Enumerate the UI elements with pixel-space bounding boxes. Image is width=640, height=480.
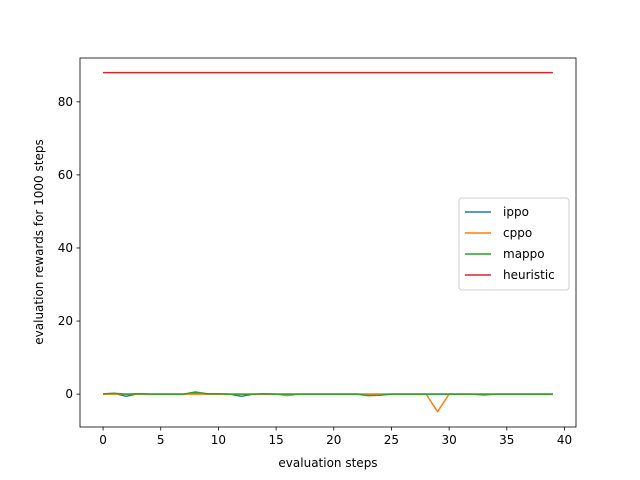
axes-frame (79, 57, 577, 428)
legend-label-heuristic: heuristic (503, 268, 555, 282)
x-tick-label: 0 (99, 433, 107, 447)
x-tick-label: 35 (499, 433, 514, 447)
legend-box (458, 197, 570, 291)
y-tick-label: 40 (58, 241, 73, 255)
x-tick-label: 10 (211, 433, 226, 447)
x-tick-label: 15 (268, 433, 283, 447)
series-line-mappo (103, 391, 553, 397)
plot-area: 0 5 10 15 20 25 30 35 40 0 20 40 60 80 (58, 57, 577, 447)
x-tick-label: 20 (326, 433, 341, 447)
x-tick-label: 5 (157, 433, 165, 447)
x-tick-label: 30 (441, 433, 456, 447)
legend-label-mappo: mappo (503, 247, 545, 261)
x-axis-label: evaluation steps (278, 456, 377, 470)
y-tick-label: 80 (58, 95, 73, 109)
x-tick-label: 25 (384, 433, 399, 447)
legend-label-ippo: ippo (503, 205, 529, 219)
y-axis-label: evaluation rewards for 1000 steps (32, 139, 46, 344)
x-tick-label: 40 (557, 433, 572, 447)
y-tick-label: 20 (58, 314, 73, 328)
legend: ippo cppo mappo heuristic (458, 197, 570, 291)
y-tick-label: 60 (58, 168, 73, 182)
legend-label-cppo: cppo (503, 226, 532, 240)
y-tick-label: 0 (65, 387, 73, 401)
